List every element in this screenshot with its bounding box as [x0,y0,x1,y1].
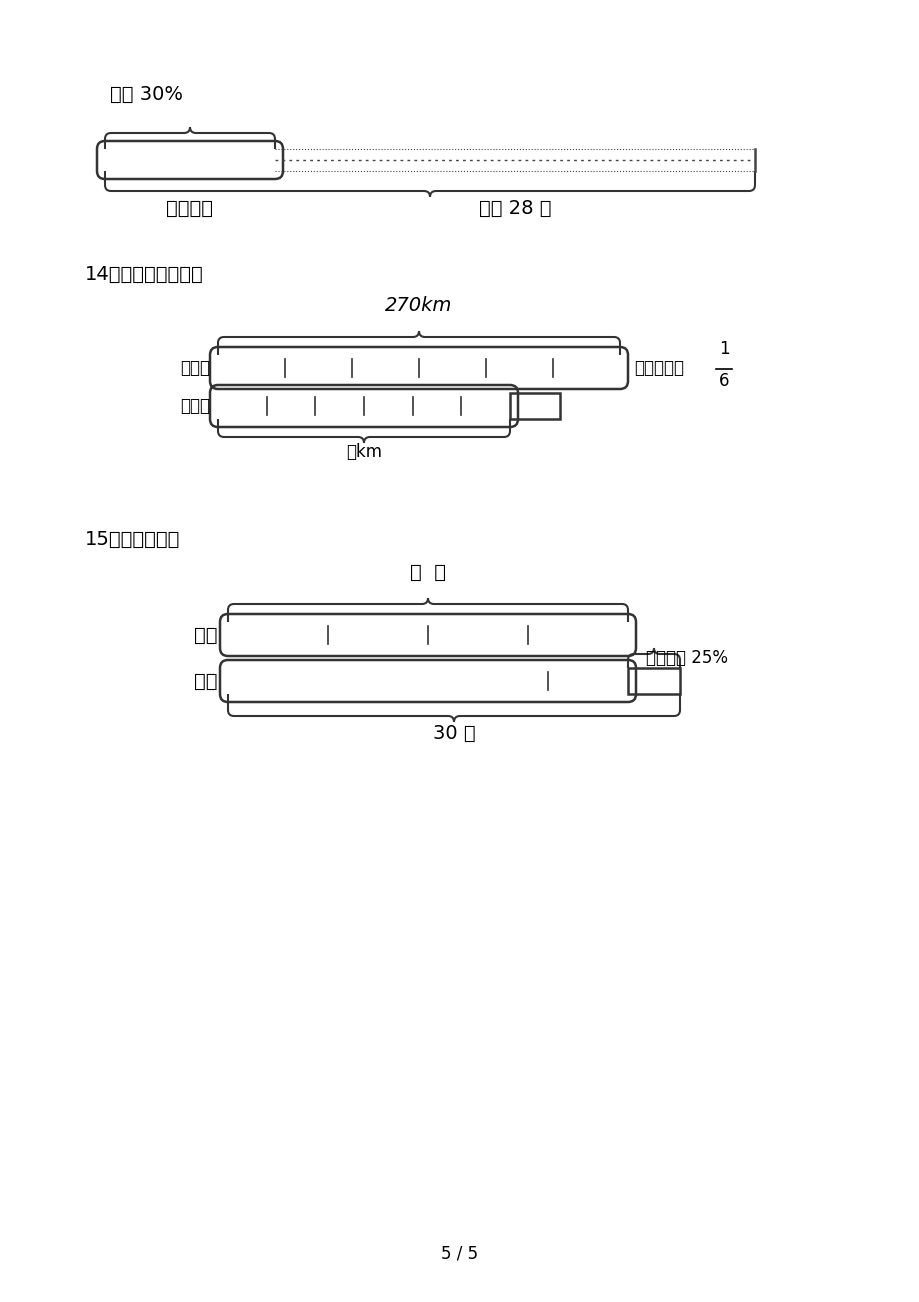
Text: 比灰兔多 25%: 比灰兔多 25% [645,648,727,667]
Text: 1: 1 [718,340,729,358]
Text: ？km: ？km [346,443,381,461]
Text: 30 只: 30 只 [432,724,475,743]
Text: 比第一天多: 比第一天多 [633,359,683,378]
Text: 第二天: 第二天 [180,397,210,415]
Text: 白兔: 白兔 [194,672,218,690]
Text: 15．看图列式。: 15．看图列式。 [85,530,180,549]
Text: 第一天: 第一天 [180,359,210,378]
Text: 用去 30%: 用去 30% [110,85,183,104]
Text: ？  只: ？ 只 [410,562,446,582]
Text: 6: 6 [718,372,729,391]
Text: 270km: 270km [385,296,452,315]
Text: 14．看图列式计算。: 14．看图列式计算。 [85,266,203,284]
Bar [628,668,679,694]
Bar [509,393,560,419]
Text: 用去？吨: 用去？吨 [166,199,213,217]
Text: 还剩 28 吨: 还剩 28 吨 [478,199,550,217]
Text: 灰兔: 灰兔 [194,625,218,644]
Text: 5 / 5: 5 / 5 [441,1243,478,1262]
